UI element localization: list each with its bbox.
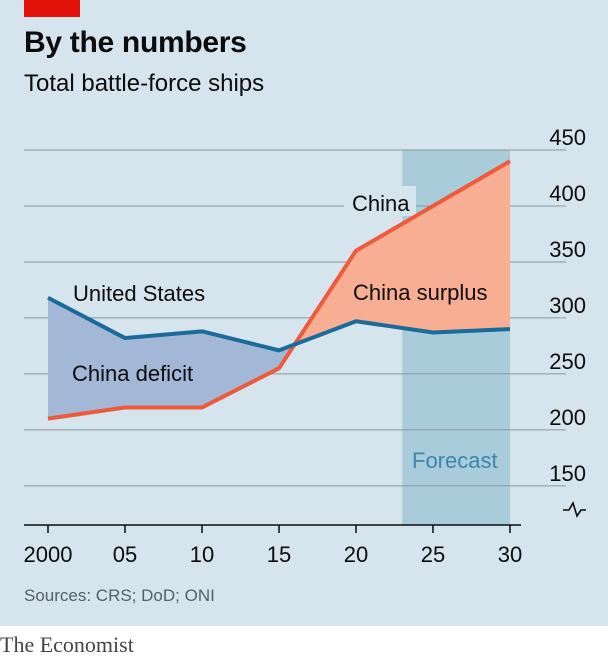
x-tick-label-2010: 10 [190,542,214,567]
china-series-label: China [352,191,410,216]
us-line [47,295,511,353]
source-note: Sources: CRS; DoD; ONI [24,586,215,605]
surplus-area [294,161,510,345]
y-tick-label-350: 350 [549,237,586,262]
chart-title: By the numbers [24,26,247,59]
x-tick-label-2025: 25 [421,542,445,567]
chart-subtitle: Total battle-force ships [24,70,265,97]
publisher-wordmark: The Economist [0,632,134,657]
x-tick-label-2015: 15 [267,542,291,567]
y-tick-label-400: 400 [549,181,586,206]
x-tick-label-2000: 2000 [24,542,73,567]
us-label-bg [66,276,218,306]
china-label-bg [344,186,416,216]
chart-plot: United States China China deficit China sur… [24,125,586,567]
deficit-label: China deficit [72,361,193,386]
us-series-label: United States [73,281,205,306]
axis-break-icon [563,500,586,518]
deficit-area [48,297,295,419]
y-tick-label-250: 250 [549,349,586,374]
y-tick-label-450: 450 [549,125,586,150]
brand-red-bar [24,0,80,17]
surplus-label: China surplus [353,280,488,305]
y-tick-label-200: 200 [549,405,586,430]
x-tick-label-2020: 20 [344,542,368,567]
x-tick-label-2030: 30 [498,542,522,567]
x-tick-label-2005: 05 [113,542,137,567]
y-tick-label-300: 300 [549,293,586,318]
forecast-label: Forecast [412,448,498,473]
china-line [47,159,512,421]
y-tick-label-150: 150 [549,461,586,486]
